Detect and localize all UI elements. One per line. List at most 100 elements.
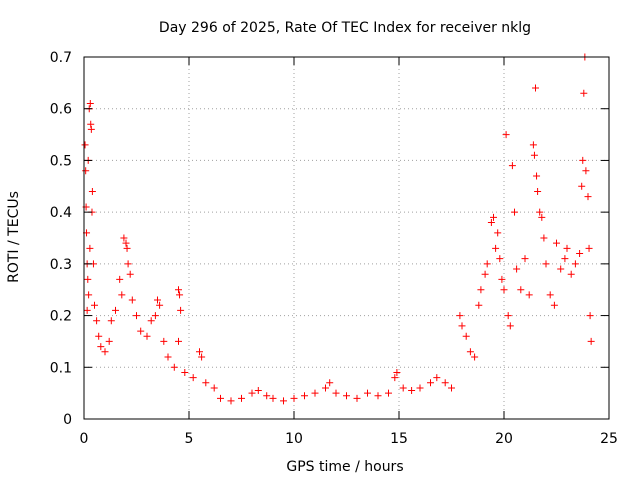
data-point bbox=[164, 353, 172, 361]
data-point bbox=[122, 239, 130, 247]
data-point bbox=[502, 131, 510, 139]
data-point bbox=[133, 312, 140, 320]
data-point bbox=[118, 291, 126, 299]
plot-frame bbox=[83, 56, 610, 420]
data-point bbox=[530, 151, 538, 159]
data-point bbox=[557, 265, 565, 273]
data-points bbox=[81, 53, 595, 405]
data-point bbox=[86, 244, 94, 252]
data-point bbox=[508, 162, 516, 170]
data-point bbox=[123, 244, 131, 252]
data-point bbox=[458, 322, 466, 330]
data-point bbox=[481, 270, 489, 278]
data-point bbox=[91, 301, 98, 309]
data-point bbox=[93, 317, 101, 325]
data-point bbox=[176, 291, 184, 299]
data-point bbox=[582, 167, 590, 175]
data-point bbox=[84, 275, 92, 283]
data-point bbox=[587, 337, 595, 345]
data-point bbox=[475, 301, 483, 309]
data-point bbox=[500, 286, 508, 294]
data-point bbox=[563, 244, 571, 252]
y-tick-label: 0.3 bbox=[50, 257, 72, 273]
data-point bbox=[311, 389, 319, 397]
data-point bbox=[534, 187, 542, 195]
data-point bbox=[210, 384, 218, 392]
data-point bbox=[170, 363, 178, 371]
data-point bbox=[487, 218, 495, 226]
x-tick-label: 10 bbox=[285, 431, 303, 447]
data-point bbox=[85, 291, 93, 299]
data-point bbox=[343, 392, 350, 400]
data-point bbox=[498, 275, 506, 283]
data-point bbox=[532, 84, 539, 92]
data-point bbox=[326, 379, 334, 387]
y-tick-label: 0.1 bbox=[50, 360, 72, 376]
data-point bbox=[181, 368, 189, 376]
data-point bbox=[82, 167, 90, 175]
data-point bbox=[536, 208, 544, 216]
data-point bbox=[579, 156, 587, 164]
data-point bbox=[578, 182, 586, 190]
data-point bbox=[466, 348, 474, 356]
data-point bbox=[143, 332, 151, 340]
x-tick-label: 0 bbox=[80, 431, 89, 447]
data-point bbox=[561, 255, 569, 263]
data-point bbox=[391, 374, 399, 382]
x-tick-label: 25 bbox=[600, 431, 618, 447]
y-tick-label: 0.5 bbox=[50, 153, 72, 169]
data-point bbox=[456, 312, 464, 320]
data-point bbox=[95, 332, 103, 340]
data-point bbox=[506, 322, 514, 330]
data-point bbox=[471, 353, 479, 361]
data-point bbox=[156, 301, 164, 309]
data-point bbox=[538, 213, 546, 221]
data-point bbox=[290, 394, 298, 402]
data-point bbox=[124, 260, 132, 268]
data-point bbox=[160, 337, 168, 345]
data-point bbox=[525, 291, 533, 299]
data-point bbox=[116, 275, 124, 283]
data-point bbox=[416, 384, 424, 392]
data-point bbox=[550, 301, 558, 309]
data-point bbox=[393, 368, 401, 376]
data-point bbox=[97, 343, 105, 351]
chart-title: Day 296 of 2025, Rate Of TEC Index for r… bbox=[159, 20, 531, 36]
data-point bbox=[477, 286, 485, 294]
data-point bbox=[83, 306, 91, 314]
data-point bbox=[490, 213, 497, 221]
x-tick-label: 15 bbox=[390, 431, 408, 447]
data-point bbox=[553, 239, 560, 247]
data-point bbox=[399, 384, 407, 392]
data-point bbox=[202, 379, 210, 387]
data-point bbox=[189, 374, 197, 382]
x-tick-label: 5 bbox=[185, 431, 194, 447]
data-point bbox=[576, 250, 584, 258]
data-point bbox=[154, 296, 161, 304]
data-point bbox=[126, 270, 134, 278]
data-point bbox=[120, 234, 128, 242]
data-point bbox=[567, 270, 575, 278]
data-point bbox=[128, 296, 136, 304]
data-point bbox=[441, 379, 449, 387]
data-point bbox=[571, 260, 579, 268]
data-point bbox=[198, 353, 206, 361]
data-point bbox=[280, 397, 287, 405]
data-point bbox=[105, 337, 113, 345]
data-point bbox=[513, 265, 521, 273]
data-point bbox=[137, 327, 145, 335]
data-point bbox=[87, 125, 95, 133]
x-tick-label: 20 bbox=[495, 431, 513, 447]
data-point bbox=[364, 389, 371, 397]
data-point bbox=[511, 208, 518, 216]
data-point bbox=[521, 255, 529, 263]
data-point bbox=[254, 387, 262, 395]
data-point bbox=[494, 229, 502, 237]
data-point bbox=[147, 317, 155, 325]
y-tick-label: 0.6 bbox=[50, 102, 72, 118]
data-point bbox=[585, 244, 593, 252]
data-point bbox=[151, 312, 159, 320]
data-point bbox=[492, 244, 500, 252]
